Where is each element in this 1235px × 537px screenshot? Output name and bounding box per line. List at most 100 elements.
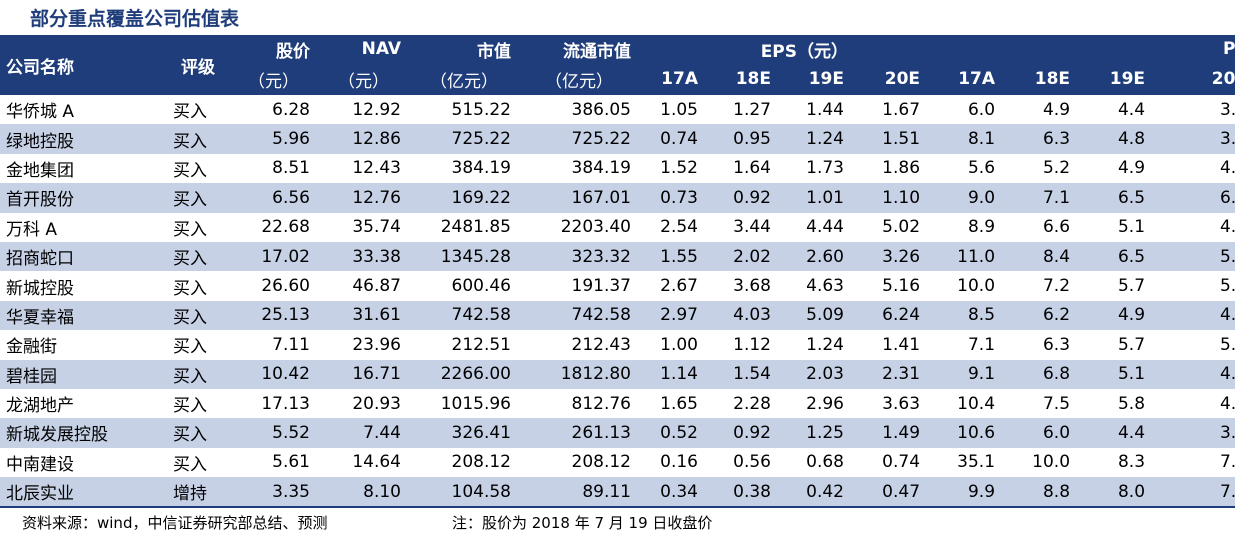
value-cell: 35.1 bbox=[957, 452, 996, 473]
value-cell: 4.4 bbox=[1078, 418, 1154, 448]
value-cell: 742.58 bbox=[519, 300, 639, 331]
value-cell: 10.4 bbox=[957, 393, 996, 414]
value-cell: 9.0 bbox=[928, 183, 1004, 213]
rating-cell: 买入 bbox=[173, 454, 207, 475]
value-cell: 2203.40 bbox=[560, 217, 631, 238]
value-cell: 386.05 bbox=[571, 99, 631, 120]
value-cell: 2.67 bbox=[660, 276, 698, 297]
company-name: 北辰实业 bbox=[0, 477, 167, 509]
value-cell: 1015.96 bbox=[440, 393, 511, 414]
value-cell: 7.11 bbox=[272, 334, 310, 355]
value-cell: 7.5 bbox=[1042, 393, 1071, 414]
value-cell: 8.5 bbox=[928, 300, 1004, 331]
rating-cell: 买入 bbox=[167, 241, 229, 272]
rating-cell: 增持 bbox=[167, 477, 229, 509]
value-cell: 0.56 bbox=[733, 452, 771, 473]
value-cell: 8.10 bbox=[318, 477, 409, 509]
value-cell: 323.32 bbox=[519, 241, 639, 272]
company-name: 中南建设 bbox=[6, 454, 74, 475]
value-cell: 1.44 bbox=[806, 99, 844, 120]
value-cell: 5.2 bbox=[1219, 276, 1235, 297]
year-eps-18e: 18E bbox=[706, 63, 779, 95]
value-cell: 35.74 bbox=[352, 217, 401, 238]
value-cell: 4.5 bbox=[1153, 359, 1235, 389]
header-row-2: （元） （元） （亿元） （亿元） 17A 18E 19E 20E 17A 18… bbox=[0, 63, 1235, 95]
col-eps: EPS（元） bbox=[639, 35, 929, 63]
rating-cell: 买入 bbox=[167, 300, 229, 331]
rating-cell: 买入 bbox=[167, 418, 229, 448]
value-cell: 0.38 bbox=[706, 477, 779, 509]
rating-cell: 买入 bbox=[173, 102, 207, 123]
value-cell: 4.44 bbox=[806, 217, 844, 238]
table-row: 金融街 买入 7.11 23.96 212.51 212.43 1.00 1.12 1.24 1.… bbox=[0, 330, 1235, 359]
value-cell: 7.1 bbox=[1003, 183, 1079, 213]
value-cell: 6.2 bbox=[1003, 300, 1079, 331]
table-row: 招商蛇口 买入 17.02 33.38 1345.28 323.32 1.55 2.02 2.6… bbox=[0, 241, 1235, 272]
value-cell: 4.4 bbox=[1117, 99, 1146, 120]
value-cell: 2.96 bbox=[806, 393, 844, 414]
value-cell: 261.13 bbox=[519, 418, 639, 448]
value-cell: 17.02 bbox=[229, 241, 318, 272]
value-cell: 1.49 bbox=[852, 418, 929, 448]
header-row-1: 公司名称 评级 股价 NAV 市值 流通市值 EPS（元） PE bbox=[0, 35, 1235, 95]
value-cell: 1.25 bbox=[779, 418, 852, 448]
value-cell: 167.01 bbox=[519, 183, 639, 213]
value-cell: 6.5 bbox=[1078, 241, 1154, 272]
col-mktcap: 市值 bbox=[409, 35, 519, 63]
value-cell: 6.56 bbox=[229, 183, 318, 213]
value-cell: 16.71 bbox=[318, 359, 409, 389]
value-cell: 104.58 bbox=[409, 477, 519, 509]
value-cell: 12.86 bbox=[318, 124, 409, 154]
value-cell: 1.52 bbox=[660, 158, 698, 179]
value-cell: 1.01 bbox=[779, 183, 852, 213]
value-cell: 5.6 bbox=[967, 158, 996, 179]
value-cell: 2481.85 bbox=[440, 217, 511, 238]
value-cell: 1.65 bbox=[660, 393, 698, 414]
col-float-mktcap: 流通市值 bbox=[519, 35, 639, 63]
value-cell: 10.6 bbox=[928, 418, 1004, 448]
year-pe-20e: 20E bbox=[1153, 63, 1235, 95]
value-cell: 33.38 bbox=[318, 241, 409, 272]
value-cell: 23.96 bbox=[352, 334, 401, 355]
value-cell: 8.51 bbox=[272, 158, 310, 179]
value-cell: 5.16 bbox=[882, 276, 921, 297]
value-cell: 12.43 bbox=[352, 158, 401, 179]
rating-cell: 买入 bbox=[173, 396, 207, 417]
table-row: 金地集团 买入 8.51 12.43 384.19 384.19 1.52 1.64 1.73 1… bbox=[0, 154, 1235, 183]
table-title: 部分重点覆盖公司估值表 bbox=[30, 8, 240, 30]
value-cell: 5.52 bbox=[229, 418, 318, 448]
value-cell: 7.1 bbox=[1153, 477, 1235, 509]
rating-cell: 买入 bbox=[173, 278, 207, 299]
col-price: 股价 bbox=[229, 35, 318, 63]
rating-cell: 买入 bbox=[167, 359, 229, 389]
value-cell: 0.16 bbox=[660, 452, 698, 473]
value-cell: 2.31 bbox=[852, 359, 929, 389]
value-cell: 5.61 bbox=[272, 452, 310, 473]
value-cell: 5.8 bbox=[1117, 393, 1146, 414]
value-cell: 6.3 bbox=[1042, 334, 1071, 355]
value-cell: 6.0 bbox=[967, 99, 996, 120]
rating-cell: 买入 bbox=[167, 183, 229, 213]
value-cell: 7.6 bbox=[1219, 452, 1235, 473]
value-cell: 1.00 bbox=[660, 334, 698, 355]
value-cell: 4.9 bbox=[1078, 300, 1154, 331]
value-cell: 3.63 bbox=[882, 393, 921, 414]
value-cell: 4.03 bbox=[706, 300, 779, 331]
value-cell: 26.60 bbox=[261, 276, 310, 297]
value-cell: 7.2 bbox=[1042, 276, 1071, 297]
value-cell: 742.58 bbox=[409, 300, 519, 331]
value-cell: 1.24 bbox=[806, 334, 844, 355]
year-pe-19e: 19E bbox=[1078, 63, 1154, 95]
value-cell: 5.1 bbox=[1117, 217, 1146, 238]
value-cell: 1.73 bbox=[806, 158, 844, 179]
value-cell: 6.28 bbox=[272, 99, 310, 120]
col-rating: 评级 bbox=[167, 35, 229, 95]
rating-cell: 买入 bbox=[173, 337, 207, 358]
table-row: 首开股份 买入 6.56 12.76 169.22 167.01 0.73 0.92 1.01 1… bbox=[0, 183, 1235, 213]
value-cell: 0.47 bbox=[852, 477, 929, 509]
value-cell: 326.41 bbox=[409, 418, 519, 448]
source-note: 资料来源：wind，中信证券研究部总结、预测 bbox=[22, 514, 328, 532]
company-name: 金地集团 bbox=[6, 160, 74, 181]
value-cell: 3.9 bbox=[1153, 124, 1235, 154]
value-cell: 1.14 bbox=[639, 359, 706, 389]
